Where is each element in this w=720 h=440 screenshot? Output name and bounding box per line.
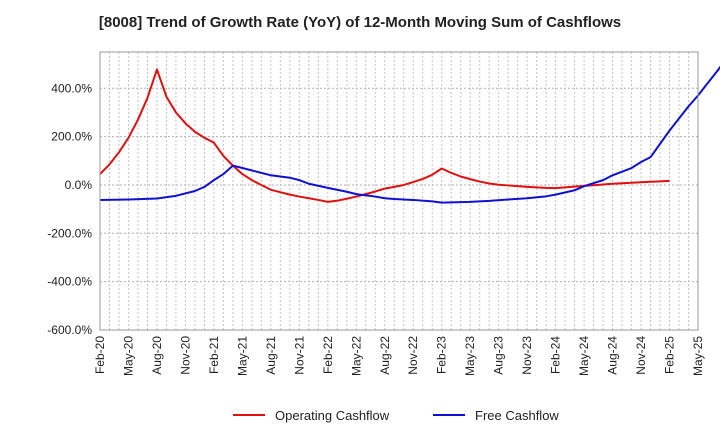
x-tick-label: Feb-21: [207, 336, 221, 374]
series-line-free-cashflow: [99, 65, 720, 204]
x-tick-label: Nov-22: [406, 336, 420, 375]
legend-label: Operating Cashflow: [275, 408, 390, 423]
x-tick-label: May-24: [577, 336, 591, 376]
series-layer: [99, 65, 720, 204]
x-tick-label: Aug-21: [264, 336, 278, 375]
x-tick-label: Aug-22: [378, 336, 392, 375]
legend-label: Free Cashflow: [475, 408, 559, 423]
x-tick-label: Feb-23: [435, 336, 449, 374]
x-tick-label: Feb-22: [321, 336, 335, 374]
y-tick-label: 0.0%: [65, 178, 93, 192]
legend: Operating Cashflow Free Cashflow: [233, 408, 559, 423]
x-tick-label: Feb-25: [663, 336, 677, 374]
y-tick-label: -200.0%: [47, 226, 92, 240]
y-tick-label: 400.0%: [51, 81, 92, 95]
x-tick-label: Nov-23: [520, 336, 534, 375]
x-tick-label: May-22: [349, 336, 363, 376]
y-tick-label: 200.0%: [51, 130, 92, 144]
x-tick-label: Feb-20: [93, 336, 107, 374]
x-tick-label: Feb-24: [549, 336, 563, 374]
plot-frame: [99, 51, 699, 331]
x-tick-label: Aug-24: [606, 336, 620, 375]
chart-title: [8008] Trend of Growth Rate (YoY) of 12-…: [98, 14, 622, 31]
y-tick-label: -400.0%: [47, 275, 92, 289]
grid-layer: [100, 52, 698, 331]
x-tick-label: Aug-20: [150, 336, 164, 375]
y-axis: 400.0% 200.0% 0.0% -200.0% -400.0% -600.0%: [47, 81, 92, 337]
x-tick-label: Nov-20: [178, 336, 192, 375]
x-axis: Feb-20 May-20 Aug-20 Nov-20 Feb-21 May-21 Aug-…: [93, 336, 705, 376]
series-line-operating-cashflow: [99, 68, 670, 203]
x-tick-label: Nov-21: [292, 336, 306, 375]
x-tick-label: May-23: [463, 336, 477, 376]
x-tick-label: Nov-24: [634, 336, 648, 375]
y-tick-label: -600.0%: [47, 323, 92, 337]
x-tick-label: May-21: [235, 336, 249, 376]
x-tick-label: May-20: [121, 336, 135, 376]
x-tick-label: Aug-23: [492, 336, 506, 375]
x-tick-label: May-25: [691, 336, 705, 376]
